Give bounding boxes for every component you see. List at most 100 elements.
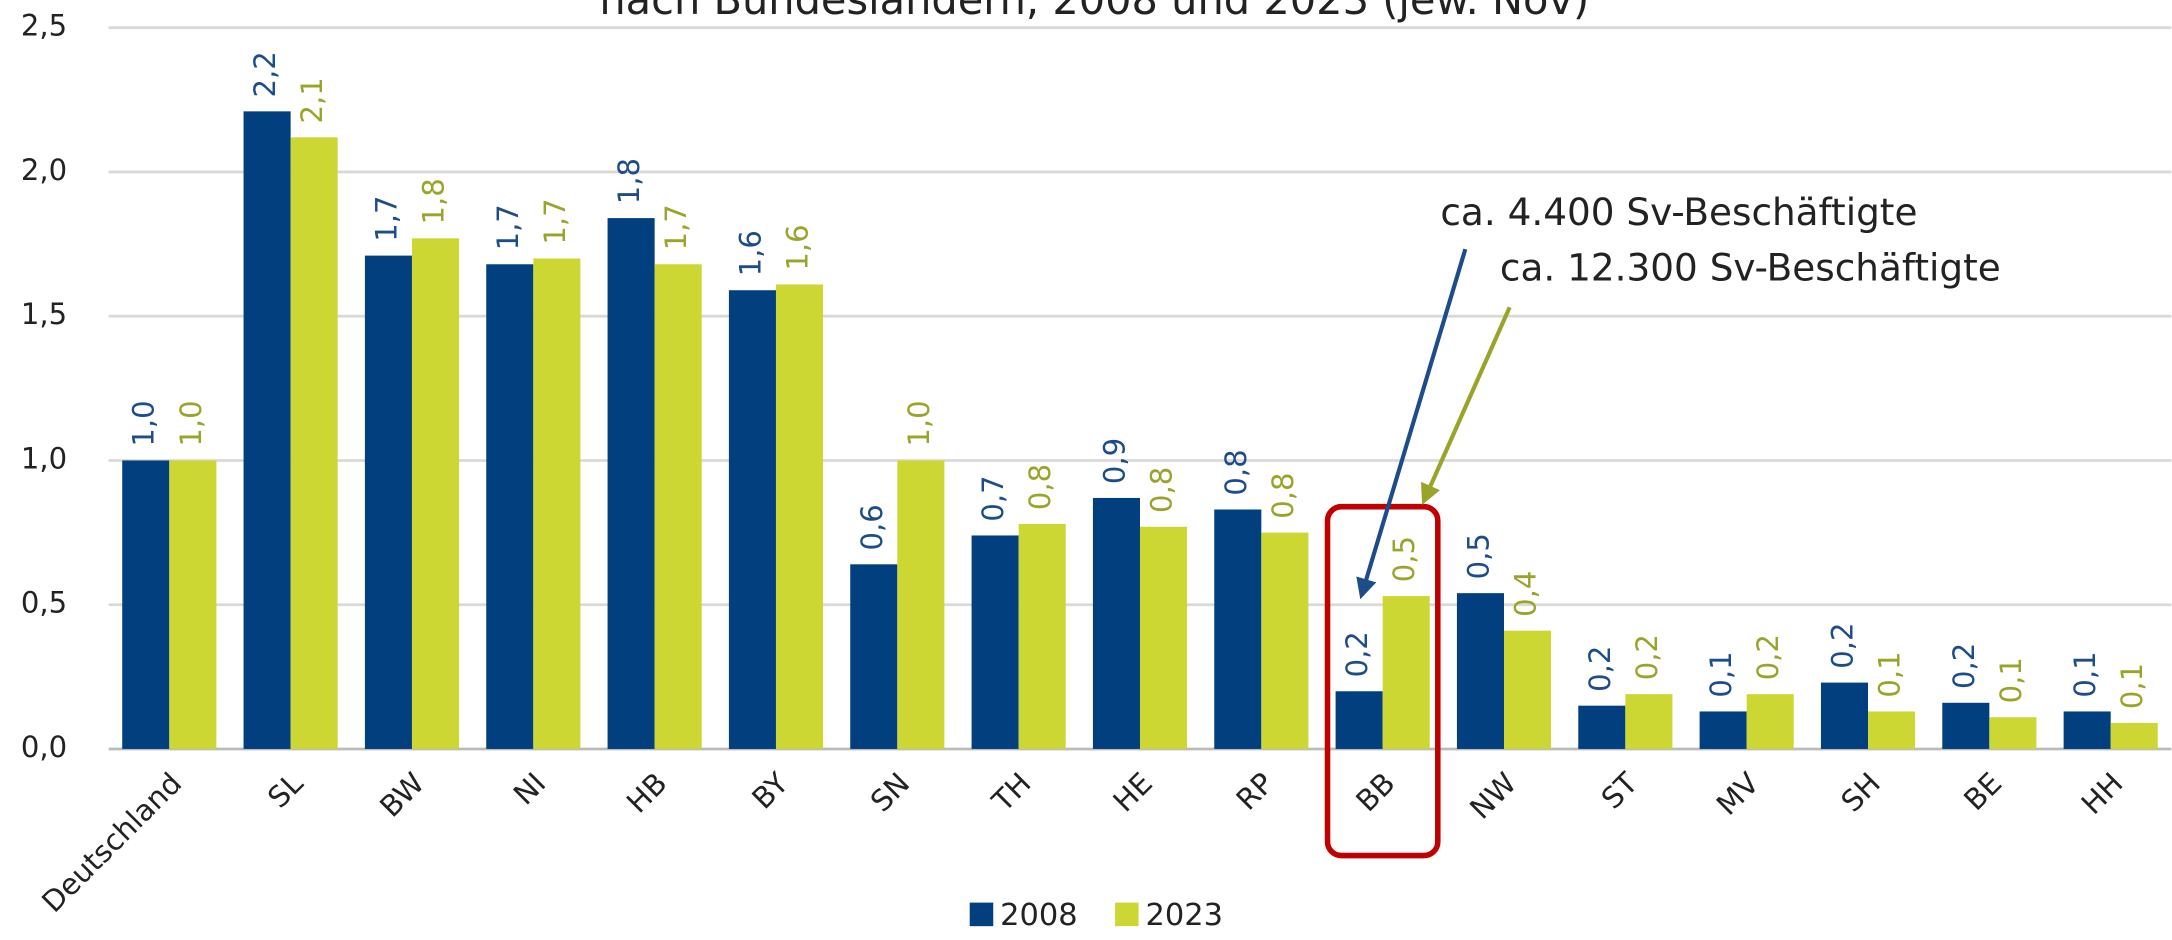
bar: [1942, 702, 1990, 749]
value-label: 1,0: [902, 400, 936, 446]
value-label: 1,7: [491, 204, 525, 250]
bar: [1625, 694, 1673, 749]
x-tick-label: SH: [1834, 766, 1887, 819]
value-label: 1,7: [369, 196, 403, 242]
value-label: 1,6: [733, 230, 767, 276]
value-label: 0,2: [1947, 643, 1981, 689]
value-label: 0,5: [1387, 536, 1421, 582]
chart-title: nach Bundesländern, 2008 und 2023 (jew. …: [599, 0, 1589, 24]
x-tick-label: BB: [1349, 766, 1401, 818]
x-tick-label: MV: [1710, 766, 1766, 822]
x-tick-label: BY: [745, 766, 795, 816]
x-tick-label: RP: [1230, 766, 1281, 817]
highlight-box: [1324, 503, 1441, 859]
y-tick-label: 0,0: [21, 730, 67, 764]
bar: [1746, 694, 1794, 749]
value-label: 0,9: [1097, 438, 1131, 484]
value-label: 0,2: [1825, 623, 1859, 669]
legend-swatch: [1115, 902, 1139, 927]
y-tick-label: 2,5: [21, 9, 67, 43]
bar: [1989, 717, 2037, 749]
bar: [850, 564, 898, 749]
x-tick-label: BE: [1957, 766, 2008, 817]
bar: [775, 284, 824, 749]
bar: [411, 238, 460, 749]
annotation: ca. 12.300 Sv-Beschäftigte: [1500, 245, 2001, 289]
x-tick-label: HE: [1106, 766, 1158, 818]
value-label: 0,4: [1509, 571, 1543, 617]
value-label: 1,7: [659, 204, 693, 250]
value-label: 0,1: [2115, 663, 2149, 709]
x-tick-label: SN: [864, 766, 916, 818]
x-tick-label: BW: [373, 766, 431, 824]
bar: [607, 218, 655, 749]
bar: [1820, 682, 1869, 749]
value-label: 0,5: [1461, 533, 1495, 579]
value-label: 0,8: [1266, 472, 1300, 518]
value-label: 1,6: [781, 224, 815, 270]
x-tick-label: NW: [1463, 766, 1523, 826]
bar: [122, 460, 170, 749]
value-label: 1,0: [127, 400, 161, 446]
bar: [728, 290, 776, 749]
bar: [1018, 523, 1066, 749]
x-tick-label: NI: [507, 766, 552, 811]
annotation: ca. 4.400 Sv-Beschäftigte: [1440, 190, 1917, 234]
value-label: 0,2: [1630, 634, 1664, 680]
bar: [364, 255, 412, 749]
annotation-arrow: [1421, 306, 1512, 505]
value-label: 0,7: [976, 475, 1010, 521]
bar: [533, 258, 581, 749]
legend-label: 2008: [1000, 898, 1077, 933]
legend-swatch: [969, 902, 994, 927]
bar: [1699, 711, 1747, 749]
bar: [1868, 711, 1916, 749]
bar: [169, 460, 217, 749]
value-label: 0,1: [2068, 651, 2102, 697]
y-tick-label: 0,5: [21, 586, 67, 620]
value-label: 2,1: [295, 77, 329, 123]
value-label: 0,1: [1704, 651, 1738, 697]
value-label: 0,8: [1023, 464, 1057, 510]
value-label: 0,8: [1219, 449, 1253, 495]
x-tick-label: SL: [261, 765, 310, 814]
bar: [1139, 526, 1188, 749]
bar: [1504, 630, 1552, 749]
y-tick-label: 1,5: [21, 297, 67, 331]
bar: [1456, 593, 1505, 749]
bar: [897, 460, 945, 749]
x-tick-label: TH: [985, 766, 1038, 819]
y-tick-label: 1,0: [21, 441, 67, 475]
x-tick-label: HB: [620, 766, 674, 820]
bar: [1382, 596, 1430, 749]
value-label: 2,2: [248, 51, 282, 97]
value-label: 0,2: [1340, 631, 1374, 677]
bar: [2110, 722, 2158, 749]
value-label: 1,8: [612, 158, 646, 204]
value-label: 0,6: [855, 504, 889, 550]
y-tick-label: 2,0: [21, 153, 67, 187]
bar: [486, 264, 534, 749]
value-label: 0,8: [1145, 467, 1179, 513]
bar: [1578, 705, 1626, 749]
annotation-arrow: [1356, 248, 1468, 600]
bar: [1335, 691, 1383, 749]
value-label: 0,2: [1751, 634, 1785, 680]
value-label: 0,2: [1583, 646, 1617, 692]
value-label: 1,7: [538, 198, 572, 244]
x-tick-label: Deutschland: [35, 766, 188, 919]
value-label: 1,8: [417, 178, 451, 224]
x-tick-label: ST: [1595, 766, 1645, 816]
x-tick-label: HH: [2075, 766, 2130, 821]
bar: [290, 137, 338, 749]
value-label: 0,1: [1994, 657, 2028, 703]
bar: [971, 535, 1019, 749]
bar: [1214, 509, 1262, 749]
bar: [243, 111, 291, 749]
bar: [654, 264, 702, 749]
bar: [1261, 532, 1309, 749]
value-label: 0,1: [1873, 651, 1907, 697]
bar: [1092, 497, 1140, 749]
legend-label: 2023: [1146, 898, 1223, 933]
